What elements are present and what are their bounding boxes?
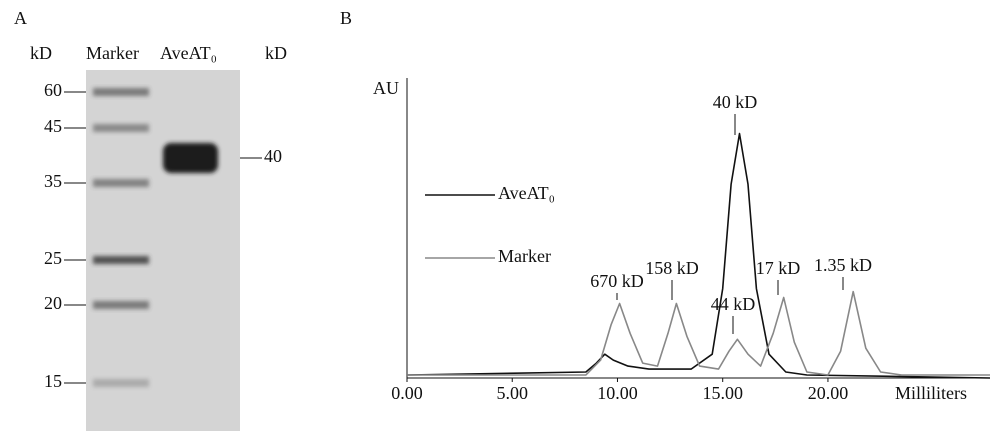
marker-size: 15 <box>44 371 62 391</box>
marker-band <box>93 256 149 264</box>
peak-label: 40 kD <box>713 92 758 112</box>
band-size: 40 <box>264 146 282 166</box>
unit-label: kD <box>265 43 287 63</box>
marker-size: 25 <box>44 248 62 268</box>
marker-band <box>93 124 149 132</box>
panel-label: B <box>340 8 352 28</box>
marker-size: 60 <box>44 80 62 100</box>
lane-label: AveAT₀ <box>160 43 217 63</box>
peak-label: 44 kD <box>711 294 756 314</box>
marker-size: 45 <box>44 116 62 136</box>
marker-band <box>93 301 149 309</box>
panel-label: A <box>14 8 27 28</box>
peak-label: 1.35 kD <box>814 255 872 275</box>
curve <box>407 292 990 375</box>
x-axis-label: Milliliters <box>895 383 967 403</box>
x-tick-label: 10.00 <box>597 383 638 403</box>
peak-label: 17 kD <box>756 258 801 278</box>
peak-label: 670 kD <box>590 271 644 291</box>
curve <box>407 134 990 378</box>
y-axis-label: AU <box>373 78 399 98</box>
x-tick-label: 0.00 <box>391 383 423 403</box>
marker-size: 35 <box>44 171 62 191</box>
x-tick-label: 5.00 <box>496 383 528 403</box>
legend-label: AveAT₀ <box>498 183 555 203</box>
protein-band <box>163 143 218 173</box>
figure: A B kD Marker AveAT₀ kD 40 AU Milliliter… <box>0 0 1000 431</box>
peak-label: 158 kD <box>645 258 699 278</box>
marker-size: 20 <box>44 293 62 313</box>
unit-label: kD <box>30 43 52 63</box>
x-tick-label: 15.00 <box>702 383 743 403</box>
lane-label: Marker <box>86 43 139 63</box>
marker-band <box>93 88 149 96</box>
legend-label: Marker <box>498 246 551 266</box>
marker-band <box>93 379 149 387</box>
marker-band <box>93 179 149 187</box>
x-tick-label: 20.00 <box>808 383 849 403</box>
